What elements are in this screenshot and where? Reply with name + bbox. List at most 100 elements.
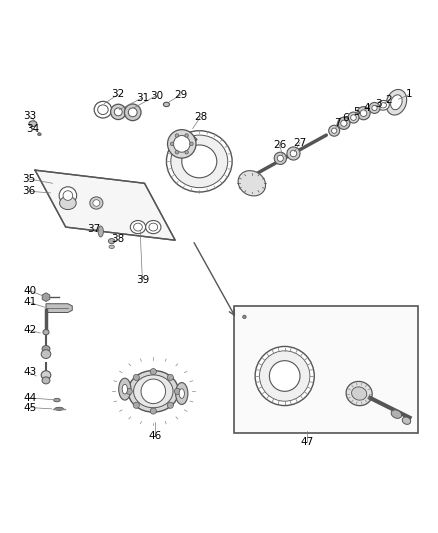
- Text: 28: 28: [194, 112, 207, 122]
- Text: 38: 38: [111, 235, 124, 244]
- Text: 39: 39: [136, 274, 149, 285]
- Ellipse shape: [94, 101, 112, 118]
- Ellipse shape: [90, 197, 103, 209]
- Text: 5: 5: [353, 107, 360, 117]
- Ellipse shape: [145, 221, 161, 233]
- Ellipse shape: [122, 384, 127, 394]
- Circle shape: [133, 374, 139, 381]
- Text: 43: 43: [23, 367, 36, 377]
- Ellipse shape: [377, 100, 389, 110]
- Circle shape: [126, 388, 132, 394]
- Text: 29: 29: [174, 90, 187, 100]
- Ellipse shape: [386, 90, 407, 115]
- Ellipse shape: [166, 131, 232, 192]
- Ellipse shape: [243, 315, 246, 319]
- Ellipse shape: [54, 398, 60, 402]
- Ellipse shape: [238, 171, 265, 196]
- Ellipse shape: [348, 112, 359, 123]
- Bar: [234, 306, 418, 433]
- Ellipse shape: [176, 383, 188, 405]
- Ellipse shape: [134, 223, 142, 231]
- Ellipse shape: [369, 102, 380, 114]
- Text: 3: 3: [375, 100, 382, 109]
- Ellipse shape: [346, 382, 372, 406]
- Ellipse shape: [287, 147, 300, 160]
- Ellipse shape: [360, 110, 367, 117]
- Ellipse shape: [328, 125, 340, 136]
- Text: 37: 37: [88, 224, 101, 235]
- Ellipse shape: [119, 378, 131, 400]
- Ellipse shape: [341, 120, 347, 126]
- Circle shape: [190, 142, 193, 146]
- Text: 44: 44: [23, 393, 36, 403]
- Text: 7: 7: [334, 118, 341, 128]
- Text: 46: 46: [149, 431, 162, 441]
- Ellipse shape: [332, 128, 337, 133]
- Ellipse shape: [42, 345, 50, 352]
- Ellipse shape: [110, 104, 126, 119]
- Circle shape: [150, 408, 156, 414]
- Ellipse shape: [55, 407, 64, 410]
- Text: 47: 47: [300, 437, 313, 447]
- Ellipse shape: [357, 107, 370, 120]
- Ellipse shape: [269, 361, 300, 391]
- Text: 4: 4: [364, 103, 371, 113]
- Ellipse shape: [41, 350, 51, 359]
- Text: 34: 34: [26, 124, 39, 134]
- Circle shape: [167, 402, 173, 408]
- Text: 6: 6: [343, 112, 350, 123]
- Polygon shape: [35, 170, 175, 240]
- Ellipse shape: [290, 150, 297, 157]
- Ellipse shape: [124, 104, 141, 120]
- Ellipse shape: [41, 371, 51, 379]
- Text: 33: 33: [23, 111, 36, 122]
- Ellipse shape: [255, 346, 314, 406]
- Circle shape: [185, 150, 188, 154]
- Polygon shape: [42, 293, 50, 302]
- Ellipse shape: [163, 102, 170, 107]
- Ellipse shape: [59, 187, 77, 204]
- Ellipse shape: [182, 145, 217, 178]
- Text: 42: 42: [23, 325, 36, 335]
- Ellipse shape: [42, 377, 50, 384]
- Ellipse shape: [60, 197, 76, 209]
- Ellipse shape: [352, 387, 367, 400]
- Ellipse shape: [93, 200, 100, 206]
- Ellipse shape: [134, 375, 173, 408]
- Circle shape: [185, 134, 188, 138]
- Circle shape: [175, 150, 179, 154]
- Ellipse shape: [171, 135, 228, 188]
- Ellipse shape: [167, 130, 196, 158]
- Circle shape: [141, 379, 166, 403]
- Ellipse shape: [259, 351, 310, 401]
- Ellipse shape: [372, 106, 377, 110]
- Text: 36: 36: [22, 186, 35, 196]
- Ellipse shape: [173, 135, 190, 152]
- Ellipse shape: [391, 410, 402, 418]
- Text: 1: 1: [406, 90, 413, 99]
- Polygon shape: [171, 135, 197, 146]
- Ellipse shape: [391, 95, 402, 110]
- Circle shape: [175, 134, 179, 138]
- Text: 31: 31: [136, 93, 149, 103]
- Text: 45: 45: [23, 402, 36, 413]
- Ellipse shape: [402, 417, 411, 424]
- Ellipse shape: [149, 223, 158, 231]
- Ellipse shape: [128, 370, 179, 412]
- Ellipse shape: [380, 103, 386, 108]
- Text: 27: 27: [293, 138, 307, 148]
- Text: 35: 35: [22, 174, 35, 184]
- Text: 41: 41: [23, 297, 36, 308]
- Ellipse shape: [43, 329, 49, 335]
- Circle shape: [150, 368, 156, 375]
- Ellipse shape: [109, 245, 114, 248]
- Ellipse shape: [128, 108, 137, 117]
- Text: 2: 2: [385, 95, 392, 105]
- Ellipse shape: [98, 226, 103, 237]
- Ellipse shape: [274, 152, 286, 165]
- Ellipse shape: [29, 121, 37, 126]
- Circle shape: [167, 374, 173, 381]
- Text: 32: 32: [112, 90, 125, 99]
- Ellipse shape: [98, 105, 108, 115]
- Ellipse shape: [277, 155, 283, 161]
